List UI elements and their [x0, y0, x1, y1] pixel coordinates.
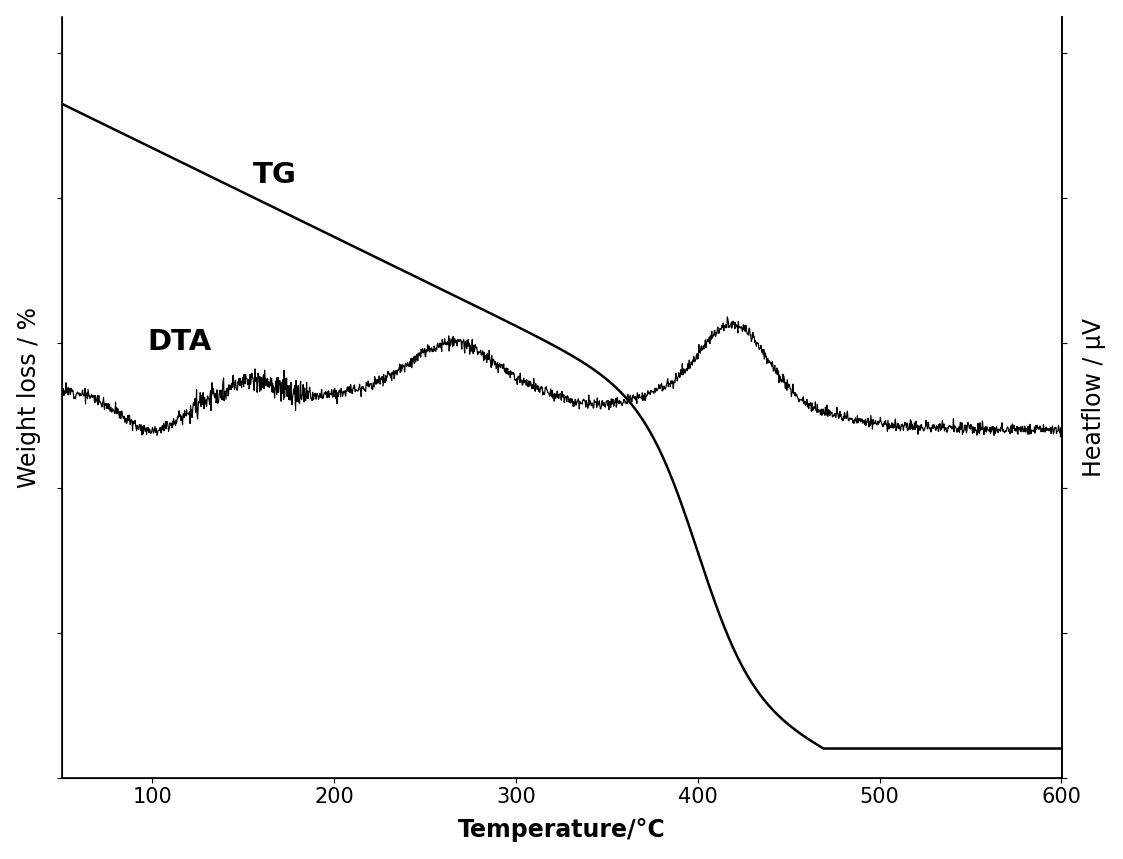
Text: TG: TG — [253, 161, 296, 189]
Y-axis label: Weight loss / %: Weight loss / % — [17, 307, 40, 488]
Y-axis label: Heatflow / μV: Heatflow / μV — [1083, 318, 1106, 477]
X-axis label: Temperature/°C: Temperature/°C — [458, 819, 665, 843]
Text: DTA: DTA — [147, 328, 211, 356]
